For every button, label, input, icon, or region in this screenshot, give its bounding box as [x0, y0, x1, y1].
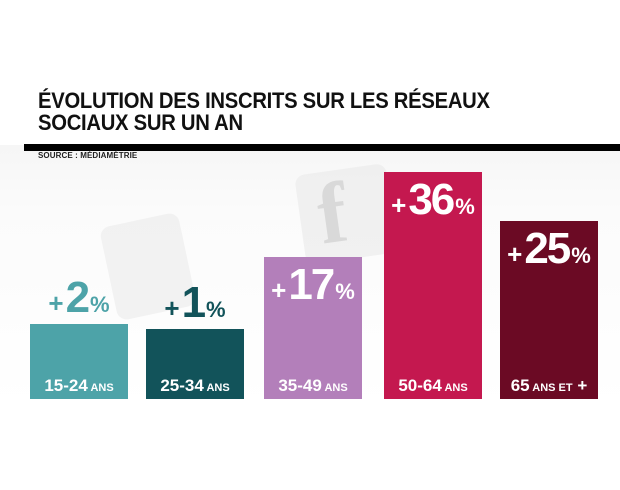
value-label-num: 1 — [181, 277, 207, 327]
value-label-num: 2 — [65, 273, 91, 323]
category-label-4: 50-64 ANS — [384, 377, 482, 394]
bar-2 — [146, 328, 244, 399]
category-label-part: 15-24 — [44, 376, 88, 395]
value-label-4: +36% — [384, 178, 482, 222]
category-label-part: ANS — [321, 382, 348, 394]
category-label-part: 50-64 — [398, 376, 442, 395]
category-label-part: 35-49 — [278, 376, 322, 395]
value-label-5: +25% — [500, 227, 598, 271]
value-label-num: 17 — [288, 259, 335, 309]
value-label-sign: + — [391, 190, 407, 220]
value-label-sign: + — [48, 288, 64, 319]
title-band: ÉVOLUTION DES INSCRITS SUR LES RÉSEAUX S… — [0, 79, 620, 145]
value-label-num: 36 — [408, 175, 455, 224]
chart-stage: f ÉVOLUTION DES INSCRITS SUR LES RÉSEAUX… — [0, 79, 620, 409]
bar-4 — [384, 172, 482, 399]
value-label-2: +1% — [146, 277, 244, 327]
category-label-part: ET — [555, 382, 573, 394]
bar-3 — [264, 256, 362, 399]
chart-title-line-2: SOCIAUX SUR UN AN — [38, 110, 243, 135]
bar-5 — [500, 221, 598, 399]
value-label-1: +2% — [30, 276, 128, 320]
value-label-pct: % — [90, 292, 110, 318]
value-label-pct: % — [571, 243, 591, 269]
category-label-part: ANS — [203, 382, 230, 394]
chart-title-line-1: ÉVOLUTION DES INSCRITS SUR LES RÉSEAUX — [38, 88, 490, 113]
value-label-pct: % — [455, 194, 475, 219]
category-label-1: 15-24 ANS — [30, 377, 128, 394]
category-label-part: 25-34 — [160, 376, 204, 395]
value-label-3: +17% — [264, 259, 362, 309]
title-rule — [24, 144, 620, 151]
value-label-pct: % — [335, 278, 355, 304]
category-label-2: 25-34 ANS — [146, 377, 244, 394]
value-label-pct: % — [206, 296, 226, 322]
category-label-part: ANS — [529, 382, 556, 394]
value-label-num: 25 — [524, 224, 571, 274]
category-label-5: 65 ANS ET + — [500, 377, 598, 394]
source-note: SOURCE : MÉDIAMÉTRIE — [38, 151, 138, 160]
category-label-part: 65 — [510, 376, 530, 395]
category-label-part: + — [572, 376, 588, 395]
value-label-sign: + — [164, 292, 180, 323]
bar-plot: +2% 15-24 ANS +1% 25-34 ANS +17% 35-49 ANS +36… — [0, 79, 620, 409]
value-label-sign: + — [271, 274, 287, 305]
category-label-3: 35-49 ANS — [264, 377, 362, 394]
category-label-part: ANS — [87, 382, 114, 394]
category-label-part: ANS — [441, 382, 468, 394]
chart-title: ÉVOLUTION DES INSCRITS SUR LES RÉSEAUX S… — [38, 90, 553, 134]
bar-1 — [30, 324, 128, 399]
value-label-sign: + — [507, 239, 523, 270]
